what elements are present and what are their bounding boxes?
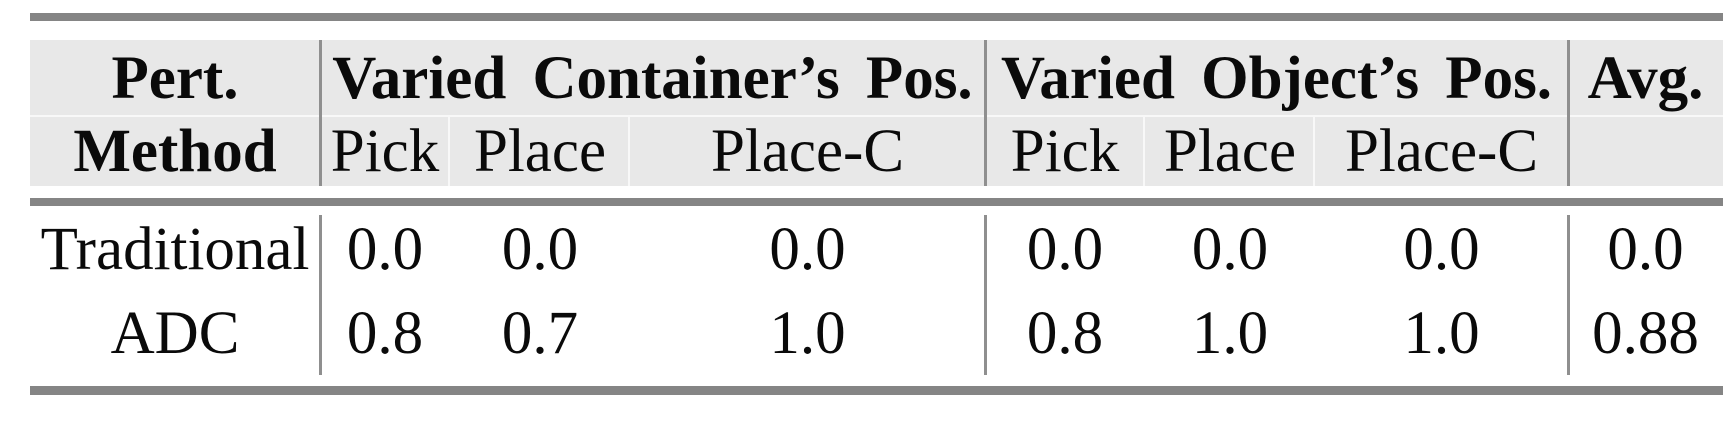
header-stub-line2: Method bbox=[73, 117, 277, 185]
header-row-seam bbox=[30, 115, 1723, 117]
cell-value: 0.0 bbox=[1403, 215, 1480, 283]
table-top-rule bbox=[30, 13, 1723, 21]
header-g1-place: Place bbox=[473, 117, 607, 185]
cell-value: 0.0 bbox=[1026, 215, 1104, 283]
cell-value: 0.8 bbox=[1026, 299, 1104, 367]
header-group-object-pos: Varied Object’s Pos. bbox=[1000, 44, 1553, 112]
header-avg: Avg. bbox=[1587, 44, 1704, 112]
header-stub-line1: Pert. bbox=[111, 44, 239, 112]
cell-value: 1.0 bbox=[769, 299, 846, 367]
column-separator bbox=[1567, 40, 1570, 186]
table-bottom-rule bbox=[30, 386, 1723, 395]
row-method: ADC bbox=[110, 299, 240, 367]
header-group-container-pos: Varied Container’s Pos. bbox=[332, 44, 973, 112]
header-cell-seam bbox=[1313, 117, 1315, 186]
cell-avg-value: 0.0 bbox=[1607, 215, 1684, 283]
header-g1-place-c: Place-C bbox=[710, 117, 905, 185]
cell-value: 0.0 bbox=[1191, 215, 1269, 283]
table-body: Traditional 0.0 0.0 0.0 0.0 0.0 0.0 0.0 … bbox=[30, 206, 1723, 386]
cell-value: 0.0 bbox=[769, 215, 846, 283]
cell-avg-value: 0.88 bbox=[1592, 299, 1699, 367]
cell-value: 0.8 bbox=[346, 299, 424, 367]
column-separator bbox=[984, 40, 987, 186]
column-separator bbox=[1567, 215, 1570, 375]
cell-value: 0.0 bbox=[501, 215, 579, 283]
cell-value: 1.0 bbox=[1191, 299, 1269, 367]
header-g2-pick: Pick bbox=[1010, 117, 1120, 185]
header-cell-seam bbox=[628, 117, 630, 186]
table-mid-rule bbox=[30, 198, 1723, 206]
cell-value: 0.0 bbox=[346, 215, 424, 283]
cell-value: 1.0 bbox=[1403, 299, 1480, 367]
table-header: Pert. Varied Container’s Pos. Varied Obj… bbox=[30, 40, 1723, 186]
column-separator bbox=[984, 215, 987, 375]
column-separator bbox=[319, 215, 322, 375]
header-g2-place-c: Place-C bbox=[1344, 117, 1539, 185]
header-avg-spacer bbox=[1568, 116, 1723, 186]
header-g1-pick: Pick bbox=[330, 117, 440, 185]
header-cell-seam bbox=[448, 117, 450, 186]
header-cell-seam bbox=[1143, 117, 1145, 186]
row-method: Traditional bbox=[40, 215, 310, 283]
header-g2-place: Place bbox=[1163, 117, 1297, 185]
column-separator bbox=[319, 40, 322, 186]
cell-value: 0.7 bbox=[501, 299, 579, 367]
